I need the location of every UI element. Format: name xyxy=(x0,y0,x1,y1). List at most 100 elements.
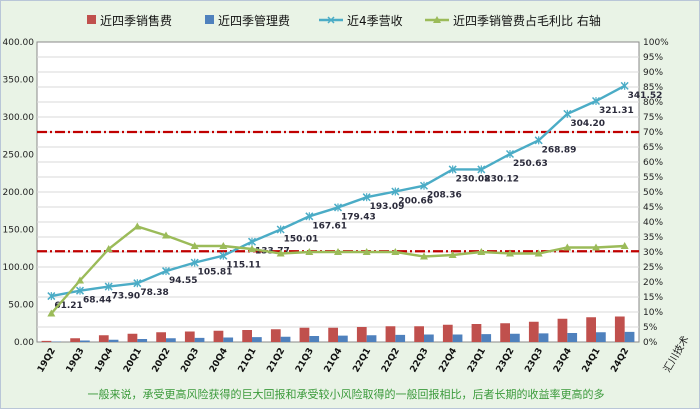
point-revenue xyxy=(591,96,601,106)
bar-admin-expense xyxy=(280,336,291,342)
point-revenue xyxy=(247,237,257,246)
right-tick-label: 5% xyxy=(643,323,658,333)
x-tick-label: 19Q4 xyxy=(93,347,115,375)
bar-admin-expense xyxy=(338,335,348,342)
bar-sales-expense xyxy=(70,338,80,342)
x-tick-label: 22Q3 xyxy=(409,347,431,375)
x-tick-label: 19Q3 xyxy=(65,347,87,375)
data-label: 208.36 xyxy=(427,191,462,201)
x-tick-label: 23Q1 xyxy=(466,347,488,375)
bar-sales-expense xyxy=(471,324,482,342)
right-tick-label: 40% xyxy=(643,218,663,228)
bar-sales-expense xyxy=(614,316,625,342)
x-tick-label: 20Q3 xyxy=(179,347,201,375)
legend-item: 近4季营收 xyxy=(319,14,403,28)
point-expense-ratio xyxy=(506,249,514,257)
point-expense-ratio xyxy=(448,251,457,258)
bar-admin-expense xyxy=(624,331,635,342)
x-tick-label: 22Q4 xyxy=(437,347,459,375)
x-tick-label: 23Q2 xyxy=(495,347,517,375)
bar-admin-expense xyxy=(395,334,406,342)
point-revenue xyxy=(333,203,343,212)
right-tick-label: 65% xyxy=(643,143,663,153)
legend-item: 近四季销售费 xyxy=(87,13,172,28)
x-tick-label: 21Q4 xyxy=(323,347,345,375)
point-expense-ratio xyxy=(248,245,256,252)
bar-sales-expense xyxy=(127,333,138,342)
x-tick-label: 20Q1 xyxy=(122,347,144,375)
right-tick-label: 20% xyxy=(643,278,663,288)
bar-admin-expense xyxy=(309,336,320,342)
point-revenue xyxy=(505,149,515,159)
point-expense-ratio xyxy=(477,248,486,255)
bar-sales-expense xyxy=(442,324,453,342)
point-revenue xyxy=(477,165,486,174)
point-revenue xyxy=(620,81,629,90)
data-label: 193.09 xyxy=(370,202,405,212)
bar-admin-expense xyxy=(194,337,205,342)
point-expense-ratio xyxy=(534,249,543,257)
bar-admin-expense xyxy=(424,334,434,342)
bar-sales-expense xyxy=(528,321,539,342)
data-label: 61.21 xyxy=(54,301,82,311)
bar-sales-expense xyxy=(586,317,596,342)
bar-admin-expense xyxy=(166,338,176,342)
bar-sales-expense xyxy=(414,326,424,342)
data-label: 250.63 xyxy=(513,159,548,169)
point-revenue xyxy=(75,286,85,295)
data-label: 78.38 xyxy=(140,288,168,298)
legend-swatch xyxy=(205,15,214,24)
legend-label: 近四季销管费占毛利比 右轴 xyxy=(453,13,601,28)
left-tick-label: 400.00 xyxy=(3,38,35,48)
point-expense-ratio xyxy=(592,243,600,251)
x-tick-label: 21Q3 xyxy=(294,347,316,375)
point-revenue xyxy=(419,181,429,190)
right-tick-label: 0% xyxy=(643,338,658,348)
bar-admin-expense xyxy=(137,339,148,342)
left-tick-label: 150.00 xyxy=(3,226,35,236)
bar-sales-expense xyxy=(41,340,52,342)
data-label: 150.01 xyxy=(284,234,319,244)
point-revenue xyxy=(362,193,371,202)
bar-admin-expense xyxy=(538,333,549,342)
point-expense-ratio xyxy=(162,231,170,239)
legend-label: 近4季营收 xyxy=(347,14,403,28)
x-tick-label: 19Q2 xyxy=(36,347,58,375)
left-tick-label: 200.00 xyxy=(3,188,35,198)
x-tick-label: 23Q4 xyxy=(552,347,574,375)
bar-admin-expense xyxy=(567,333,578,342)
bar-sales-expense xyxy=(299,327,310,342)
right-tick-label: 25% xyxy=(643,263,663,273)
bar-sales-expense xyxy=(328,327,338,342)
x-tick-label: 24Q2 xyxy=(609,347,631,375)
legend-item: 近四季销管费占毛利比 右轴 xyxy=(425,13,601,28)
point-revenue xyxy=(161,267,171,276)
bar-sales-expense xyxy=(500,323,510,342)
x-tick-label: 22Q2 xyxy=(380,347,402,375)
point-revenue xyxy=(391,187,400,196)
point-expense-ratio xyxy=(391,248,400,255)
point-expense-ratio xyxy=(362,248,371,255)
data-label: 200.66 xyxy=(398,197,433,207)
bar-sales-expense xyxy=(156,332,166,342)
bar-sales-expense xyxy=(242,330,252,342)
point-revenue xyxy=(133,279,142,288)
point-expense-ratio xyxy=(104,245,113,252)
data-label: 94.55 xyxy=(169,276,197,286)
point-expense-ratio xyxy=(334,248,342,255)
point-expense-ratio xyxy=(47,309,56,317)
x-tick-label: 22Q1 xyxy=(351,347,373,375)
right-tick-label: 85% xyxy=(643,83,663,93)
point-expense-ratio xyxy=(276,249,285,257)
plot-area: 0% 5% 10% 15% 20% 25% 30% 35% 40% 45% 50% 55% 60% 65%… xyxy=(3,38,670,374)
data-label: 179.43 xyxy=(341,212,376,222)
bar-sales-expense xyxy=(270,329,281,342)
bar-admin-expense xyxy=(108,339,119,342)
bar-admin-expense xyxy=(223,337,234,342)
left-tick-label: 100.00 xyxy=(3,263,35,273)
point-expense-ratio xyxy=(420,252,428,260)
bar-admin-expense xyxy=(80,340,90,342)
point-revenue xyxy=(305,212,314,221)
left-tick-label: 50.00 xyxy=(8,301,34,311)
